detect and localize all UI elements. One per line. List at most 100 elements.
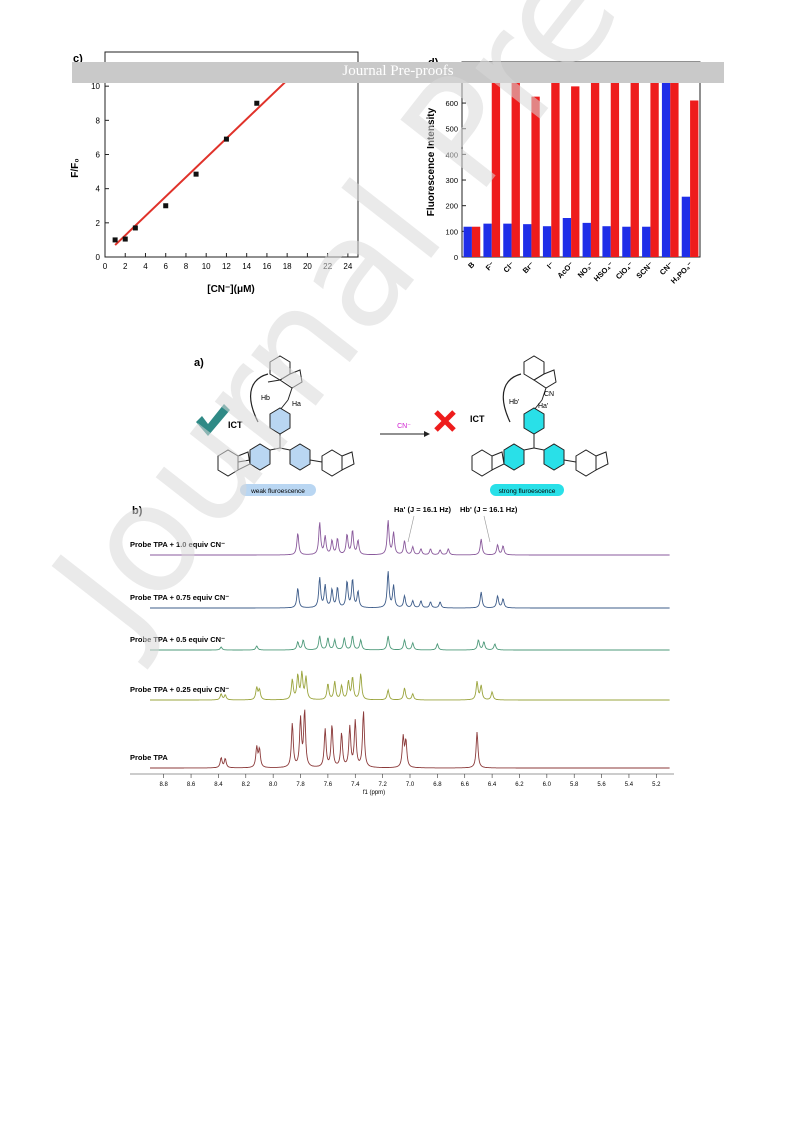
hb-leader bbox=[483, 515, 491, 543]
ha-annotation: Ha' (J = 16.1 Hz) bbox=[394, 505, 452, 514]
category-label: B bbox=[466, 260, 477, 271]
fit-line bbox=[114, 64, 304, 246]
arrow-head bbox=[424, 431, 430, 437]
probe-structure-right bbox=[471, 355, 609, 477]
x-tick-label: 22 bbox=[323, 262, 332, 271]
x-tick-label: 14 bbox=[242, 262, 251, 271]
bar bbox=[471, 226, 481, 257]
bar bbox=[571, 86, 580, 257]
ppm-tick-label: 5.2 bbox=[652, 782, 661, 788]
data-point bbox=[193, 171, 199, 177]
bar bbox=[622, 226, 631, 257]
bar bbox=[483, 223, 492, 257]
y-axis-label: Fluorescence Intensity bbox=[426, 107, 437, 216]
x-tick-label: 20 bbox=[303, 262, 312, 271]
category-label: CN⁻ bbox=[658, 260, 675, 277]
x-axis-label: [CN⁻](μM) bbox=[207, 284, 255, 295]
category-label: H₂PO₄⁻ bbox=[669, 260, 695, 286]
nmr-trace bbox=[150, 670, 670, 701]
banner-text: Journal Pre-proofs bbox=[342, 63, 454, 79]
bar bbox=[511, 67, 520, 257]
reaction-scheme: a) ICT Hb Ha weak fluroescence CN⁻ bbox=[194, 355, 609, 496]
weak-fluorescence-pill bbox=[240, 484, 316, 496]
scheme-label: a) bbox=[194, 357, 204, 369]
ppm-tick-label: 7.2 bbox=[378, 782, 387, 788]
bar bbox=[582, 222, 591, 257]
ha-leader bbox=[407, 515, 415, 543]
probe-structure-left bbox=[217, 355, 355, 477]
bar bbox=[523, 224, 532, 257]
x-tick-label: 16 bbox=[262, 262, 271, 271]
category-label: F⁻ bbox=[484, 260, 496, 272]
y-tick-label: 6 bbox=[96, 151, 101, 160]
journal-banner: Journal Pre-proofs bbox=[72, 62, 724, 83]
nmr-spectra: b) Ha' (J = 16.1 Hz) Hb' (J = 16.1 Hz) P… bbox=[130, 505, 674, 796]
bar bbox=[542, 226, 552, 257]
y-tick-label: 0 bbox=[454, 253, 458, 262]
y-tick-label: 0 bbox=[96, 253, 101, 262]
category-label: AcO⁻ bbox=[555, 260, 575, 280]
ppm-tick-label: 8.8 bbox=[160, 782, 169, 788]
ha-label: Ha bbox=[292, 401, 301, 408]
y-tick-label: 10 bbox=[91, 82, 100, 91]
bar bbox=[661, 73, 671, 257]
data-point bbox=[223, 136, 229, 142]
x-tick-label: 4 bbox=[143, 262, 148, 271]
data-point bbox=[254, 100, 260, 106]
ppm-tick-label: 7.4 bbox=[351, 782, 360, 788]
bar bbox=[650, 68, 659, 257]
nmr-label: b) bbox=[132, 505, 143, 517]
y-axis-label: F/F₀ bbox=[70, 158, 81, 178]
bar bbox=[681, 196, 691, 257]
y-tick-label: 300 bbox=[445, 176, 458, 185]
trace-label: Probe TPA + 1.0 equiv CN⁻ bbox=[130, 540, 225, 549]
category-label: ClO₄⁻ bbox=[614, 260, 635, 281]
ict-label-left: ICT bbox=[228, 420, 243, 430]
ha-prime-label: Ha' bbox=[538, 403, 548, 410]
hb-label: Hb bbox=[261, 395, 270, 402]
y-tick-label: 4 bbox=[96, 185, 101, 194]
ppm-tick-label: 6.8 bbox=[433, 782, 442, 788]
ppm-tick-label: 5.4 bbox=[625, 782, 634, 788]
category-label: Cl⁻ bbox=[502, 260, 516, 274]
y-tick-label: 500 bbox=[445, 125, 458, 134]
bar bbox=[670, 72, 679, 258]
strong-fluorescence-label: strong fluroescence bbox=[499, 488, 556, 495]
bar bbox=[503, 223, 512, 257]
bar bbox=[690, 100, 699, 257]
x-tick-label: 24 bbox=[343, 262, 352, 271]
ppm-tick-label: 5.8 bbox=[570, 782, 579, 788]
ppm-tick-label: 8.0 bbox=[269, 782, 278, 788]
nmr-trace bbox=[150, 571, 670, 609]
selectivity-chart: d) 0100200300400500600700 BF⁻Cl⁻Br⁻I⁻AcO… bbox=[426, 57, 701, 286]
check-icon bbox=[196, 404, 230, 436]
ppm-tick-label: 8.2 bbox=[242, 782, 251, 788]
nmr-trace bbox=[150, 709, 670, 769]
bar bbox=[551, 69, 560, 258]
bar bbox=[491, 75, 501, 257]
bar bbox=[610, 72, 620, 258]
ppm-tick-label: 6.2 bbox=[515, 782, 524, 788]
y-tick-label: 400 bbox=[445, 150, 458, 159]
category-label: HSO₄⁻ bbox=[592, 260, 615, 283]
bar bbox=[642, 226, 651, 257]
x-tick-label: 10 bbox=[202, 262, 211, 271]
ppm-tick-label: 7.0 bbox=[406, 782, 415, 788]
data-point bbox=[163, 203, 169, 209]
hb-annotation: Hb' (J = 16.1 Hz) bbox=[460, 505, 518, 514]
nmr-trace bbox=[150, 520, 670, 556]
ppm-tick-label: 7.6 bbox=[324, 782, 333, 788]
strong-fluorescence-pill bbox=[490, 484, 564, 496]
y-tick-label: 2 bbox=[96, 219, 101, 228]
y-tick-label: 200 bbox=[445, 202, 458, 211]
ppm-tick-label: 5.6 bbox=[597, 782, 606, 788]
x-tick-label: 6 bbox=[163, 262, 168, 271]
ppm-tick-label: 8.6 bbox=[187, 782, 196, 788]
trace-label: Probe TPA + 0.75 equiv CN⁻ bbox=[130, 593, 229, 602]
bar bbox=[463, 226, 472, 257]
ppm-tick-label: 7.8 bbox=[296, 782, 305, 788]
category-label: SCN⁻ bbox=[634, 260, 654, 280]
panel-c-label: c) bbox=[73, 53, 83, 65]
bar bbox=[562, 218, 572, 257]
category-label: I⁻ bbox=[545, 260, 556, 271]
